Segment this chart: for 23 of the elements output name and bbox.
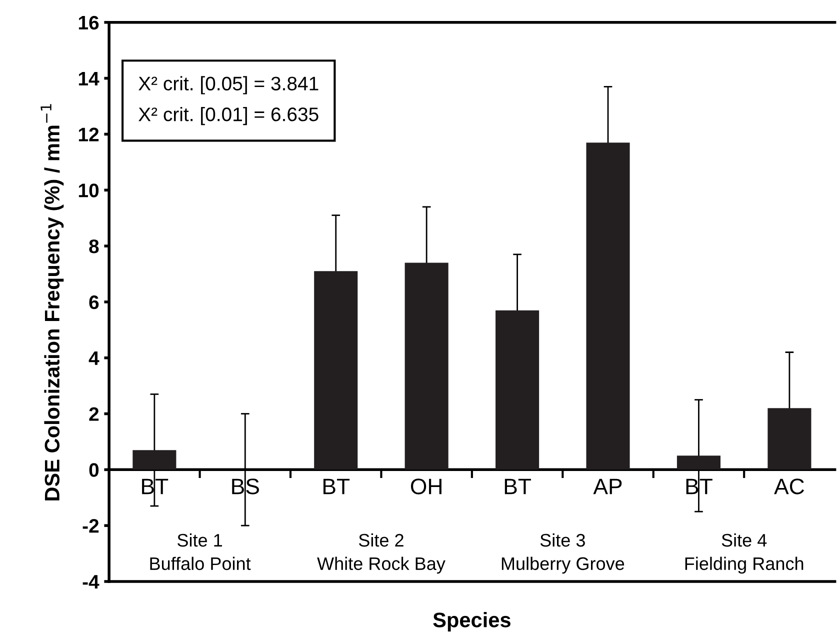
y-tick-label: 14 [78, 72, 100, 86]
x-tick-label: AC [774, 478, 804, 494]
x-tick-label: BT [323, 478, 350, 494]
x-tick-label: OH [410, 478, 442, 494]
y-tick-label: 12 [78, 128, 99, 142]
annotation: Site 4 Fielding Ranch [685, 533, 804, 574]
y-tick-label: -2 [82, 519, 99, 533]
y-tick-label: 6 [89, 295, 99, 310]
x-tick-label: AP [593, 478, 622, 494]
x-axis-title: Species [433, 612, 510, 632]
y-axis-title: DSE Colonization Frequency (%) / mm$^{−1}$ [40, 104, 64, 500]
annotation: Site 3 Mulberry Grove [502, 533, 624, 574]
y-tick-label: 0 [89, 463, 99, 477]
annotation: Site 1 Buffalo Point [150, 533, 251, 570]
y-tick-label: 16 [78, 16, 99, 30]
y-tick-label: 4 [88, 352, 100, 365]
y-tick-label: 10 [78, 184, 99, 198]
annotation: Site 2 White Rock Bay [317, 533, 446, 574]
annotation: X² crit. [0.05] = 3.841 X² crit. [0.01] = 6.635 [138, 76, 318, 126]
x-tick-label: BT [504, 478, 531, 494]
y-tick-label: 2 [89, 407, 99, 421]
y-tick-label: 8 [89, 239, 99, 254]
y-tick-label: -4 [82, 575, 100, 589]
